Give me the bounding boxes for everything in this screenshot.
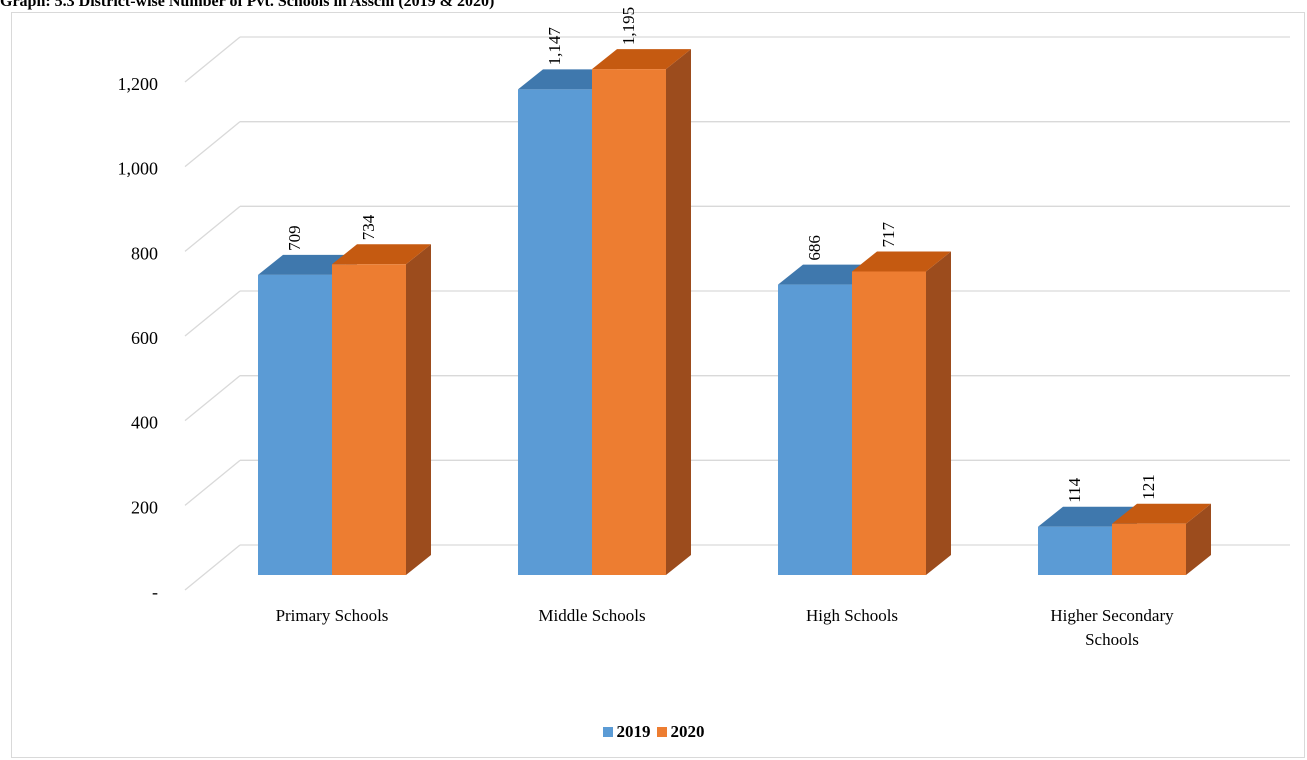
bar-top [852, 251, 951, 272]
x-axis: Primary Schools Middle Schools High School… [276, 606, 1175, 649]
gridlines [184, 36, 1290, 591]
bar-top [1112, 503, 1211, 524]
legend-label: 2020 [670, 722, 705, 741]
gridline-diagonal [184, 121, 241, 168]
data-label: 709 [285, 225, 304, 251]
bar-top [332, 244, 431, 265]
chart-plot: - 200 400 600 800 1,000 1,200 709 734 1,147 1,195 6… [118, 7, 1290, 649]
data-label: 686 [805, 235, 824, 261]
data-label: 717 [879, 221, 898, 247]
chart-title: Graph: 5.3 District-wise Number of Pvt. … [0, 0, 495, 10]
bar [1038, 526, 1112, 575]
category-label: Primary Schools [276, 606, 389, 625]
bar [518, 89, 592, 575]
gridline-diagonal [184, 290, 241, 337]
gridline-diagonal [184, 375, 241, 422]
bar [258, 274, 332, 575]
gridline-diagonal [184, 544, 241, 591]
chart-frame [11, 12, 1305, 758]
gridline-diagonal [184, 36, 241, 83]
bar-side [926, 251, 951, 575]
bar [332, 264, 406, 575]
bar [852, 271, 926, 575]
category-label: Middle Schools [538, 606, 645, 625]
bar-side [1186, 503, 1211, 575]
legend: 2019 2020 [0, 722, 1307, 742]
legend-item: 2020 [656, 722, 705, 742]
y-tick-label: 600 [131, 328, 158, 348]
bar-top [592, 49, 691, 70]
category-label: Higher Secondary [1050, 606, 1174, 625]
legend-label: 2019 [616, 722, 651, 741]
data-label: 1,195 [619, 7, 638, 45]
data-label: 734 [359, 214, 378, 240]
y-tick-label: 800 [131, 243, 158, 263]
y-axis: - 200 400 600 800 1,000 1,200 [118, 74, 159, 602]
bars: 709 734 1,147 1,195 686 717 114 121 [258, 7, 1211, 576]
y-tick-label: 1,000 [118, 159, 159, 179]
bar [592, 69, 666, 575]
gridline-diagonal [184, 459, 241, 506]
y-tick-label: 400 [131, 413, 158, 433]
y-tick-label: - [152, 582, 158, 602]
bar [1112, 523, 1186, 575]
legend-swatch [656, 727, 667, 737]
category-label: Schools [1085, 630, 1139, 649]
data-label: 114 [1065, 477, 1084, 502]
legend-item: 2019 [602, 722, 651, 742]
legend-swatch [602, 727, 613, 737]
y-tick-label: 200 [131, 497, 158, 517]
category-label: High Schools [806, 606, 898, 625]
bar [778, 284, 852, 575]
y-tick-label: 1,200 [118, 74, 159, 94]
bar-top [1038, 506, 1137, 527]
data-label: 121 [1139, 474, 1158, 500]
gridline-diagonal [184, 205, 241, 252]
data-label: 1,147 [545, 27, 564, 66]
bar-side [666, 49, 691, 576]
bar-side [406, 244, 431, 576]
